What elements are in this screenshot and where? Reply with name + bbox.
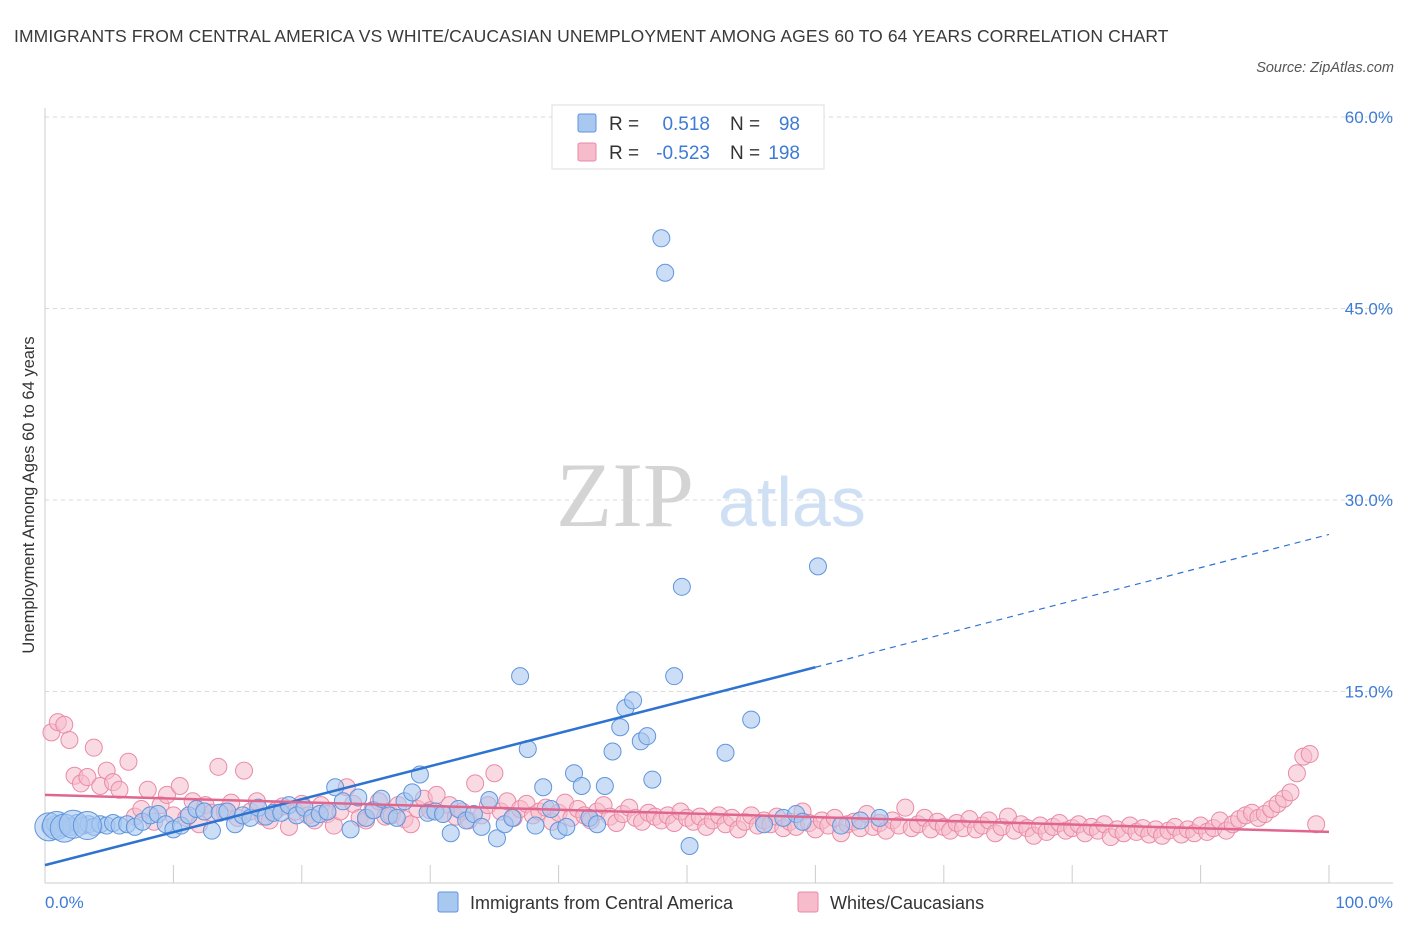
white-point (235, 761, 254, 780)
central-america-point (503, 808, 522, 827)
series-legend: Immigrants from Central America Whites/C… (437, 891, 984, 913)
central-america-point (472, 817, 491, 836)
central-america-point (441, 824, 460, 843)
legend-swatch-pink (577, 142, 597, 162)
central-america-point (603, 742, 622, 761)
central-america-point (832, 816, 851, 835)
y-tick-labels: 15.0% 30.0% 45.0% 60.0% (1345, 108, 1393, 702)
white-point (60, 731, 79, 750)
legend-r-label-pink: R = (609, 143, 639, 164)
x-tick-label-max: 100.0% (1335, 893, 1393, 912)
bottom-legend-label-pink: Whites/Caucasians (830, 893, 984, 913)
central-america-point (511, 667, 530, 686)
legend-n-label-blue: N = (730, 114, 760, 135)
central-america-point (742, 710, 761, 729)
central-america-point (434, 805, 453, 824)
central-america-point (534, 778, 553, 797)
central-america-trendline-extension (815, 533, 1330, 668)
y-tick-label: 60.0% (1345, 108, 1393, 127)
central-america-point (611, 718, 630, 737)
chart-title: IMMIGRANTS FROM CENTRAL AMERICA VS WHITE… (14, 26, 1169, 46)
white-point (55, 715, 74, 734)
whites-trendline (44, 793, 1330, 834)
central-america-point (755, 815, 774, 834)
white-point (209, 757, 228, 776)
y-tick-label: 45.0% (1345, 300, 1393, 319)
gridlines (45, 116, 1393, 692)
central-america-point (652, 229, 671, 248)
central-america-point (643, 770, 662, 789)
central-america-point (372, 789, 391, 808)
source-credit: Source: ZipAtlas.com (1256, 60, 1394, 76)
central-america-points (34, 229, 889, 855)
central-america-point (557, 817, 576, 836)
bottom-legend-label-blue: Immigrants from Central America (470, 893, 734, 913)
white-point (1287, 764, 1306, 783)
white-point (84, 738, 103, 757)
central-america-point (403, 783, 422, 802)
central-america-point (808, 557, 827, 576)
central-america-point (665, 667, 684, 686)
bottom-legend-swatch-pink (797, 891, 819, 913)
correlation-legend: R = 0.518 N = 98 R = -0.523 N = 198 (551, 104, 825, 170)
x-axis-ticks (44, 865, 1330, 883)
central-america-point (851, 811, 870, 830)
legend-r-label-blue: R = (609, 114, 639, 135)
central-america-point (638, 727, 657, 746)
legend-box (551, 104, 825, 170)
central-america-point (318, 802, 337, 821)
central-america-point (588, 815, 607, 834)
white-point (138, 780, 157, 799)
white-point (1281, 783, 1300, 802)
central-america-point (333, 792, 352, 811)
white-point (170, 776, 189, 795)
watermark-zip: ZIP (556, 444, 694, 546)
central-america-point (595, 776, 614, 795)
x-tick-label-min: 0.0% (45, 893, 84, 912)
legend-swatch-blue (577, 113, 597, 133)
y-tick-label: 30.0% (1345, 491, 1393, 510)
central-america-point (341, 820, 360, 839)
white-point (119, 752, 138, 771)
central-america-point (387, 808, 406, 827)
white-point (78, 768, 97, 787)
y-tick-label: 15.0% (1345, 683, 1393, 702)
central-america-point (480, 791, 499, 810)
central-america-point (716, 743, 735, 762)
legend-n-label-pink: N = (730, 143, 760, 164)
y-axis-label: Unemployment Among Ages 60 to 64 years (20, 336, 38, 653)
central-america-point (656, 263, 675, 282)
central-america-point (672, 577, 691, 596)
white-point (466, 774, 485, 793)
legend-r-value-blue: 0.518 (662, 114, 710, 135)
central-america-point (487, 829, 506, 848)
legend-n-value-blue: 98 (779, 114, 800, 135)
white-point (485, 764, 504, 783)
central-america-point (624, 691, 643, 710)
central-america-point (195, 802, 214, 821)
legend-n-value-pink: 198 (768, 143, 800, 164)
watermark-atlas: atlas (718, 463, 866, 541)
bottom-legend-swatch-blue (437, 891, 459, 913)
legend-r-value-pink: -0.523 (656, 143, 710, 164)
central-america-point (526, 816, 545, 835)
central-america-point-large (72, 811, 102, 841)
white-point (896, 798, 915, 817)
central-america-point (349, 788, 368, 807)
white-point (1300, 745, 1319, 764)
central-america-point (680, 836, 699, 855)
trendlines (44, 533, 1330, 867)
central-america-point (572, 776, 591, 795)
central-america-trendline (44, 666, 816, 867)
